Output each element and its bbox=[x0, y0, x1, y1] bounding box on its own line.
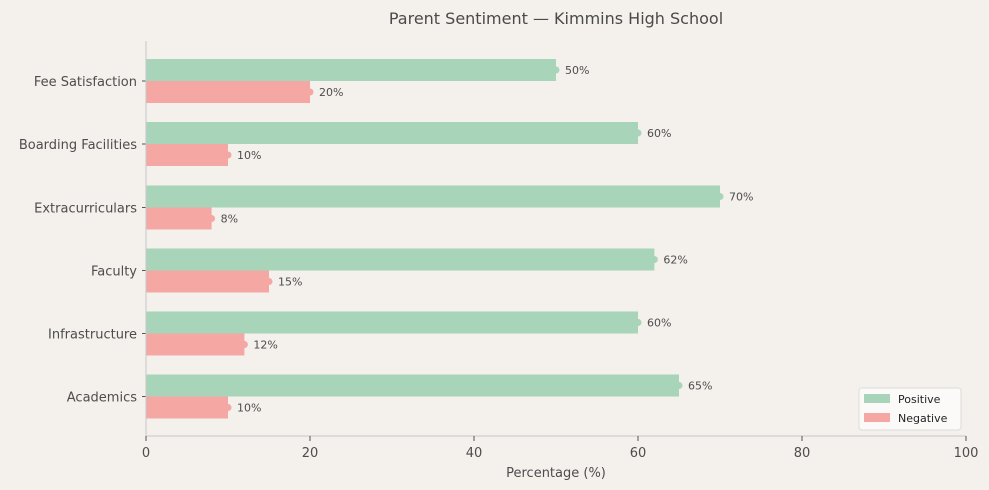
bar-end-marker bbox=[716, 193, 724, 200]
bar-positive bbox=[146, 248, 655, 271]
bar-positive bbox=[146, 122, 638, 144]
legend-label-positive: Positive bbox=[898, 393, 941, 406]
category-label: Academics bbox=[67, 391, 137, 406]
bar-negative bbox=[146, 207, 212, 230]
bar-end-marker bbox=[306, 88, 314, 96]
category-group: Fee Satisfaction 50% 20% bbox=[34, 59, 589, 103]
value-label: 65% bbox=[688, 380, 712, 393]
x-axis-ticks: 0 20 40 60 80 100 bbox=[142, 436, 979, 461]
value-label: 62% bbox=[663, 254, 687, 267]
bar-end-marker bbox=[224, 151, 232, 159]
x-tick-label: 100 bbox=[954, 446, 979, 461]
bar-end-marker bbox=[675, 382, 683, 389]
legend-swatch-positive bbox=[864, 394, 890, 403]
value-label: 8% bbox=[221, 213, 238, 226]
bar-end-marker bbox=[240, 341, 248, 348]
category-label: Fee Satisfaction bbox=[34, 75, 137, 90]
bar-end-marker bbox=[224, 404, 232, 411]
category-label: Infrastructure bbox=[48, 328, 137, 343]
category-group: Faculty 62% 15% bbox=[91, 248, 688, 293]
legend-swatch-negative bbox=[864, 413, 890, 422]
category-group: Academics 65% 10% bbox=[67, 374, 712, 419]
category-group: Extracurriculars 70% 8% bbox=[34, 185, 753, 230]
bar-end-marker bbox=[634, 129, 642, 137]
value-label: 12% bbox=[253, 339, 277, 352]
bar-positive bbox=[146, 59, 556, 81]
bar-negative bbox=[146, 270, 269, 293]
value-label: 15% bbox=[278, 276, 302, 289]
bar-negative bbox=[146, 81, 310, 103]
legend-label-negative: Negative bbox=[898, 412, 948, 425]
value-label: 60% bbox=[647, 127, 671, 140]
category-group: Boarding Facilities 60% 10% bbox=[19, 122, 671, 166]
value-label: 10% bbox=[237, 149, 261, 162]
bar-end-marker bbox=[552, 66, 560, 74]
category-label: Faculty bbox=[91, 265, 137, 280]
bar-end-marker bbox=[265, 278, 273, 285]
value-label: 60% bbox=[647, 317, 671, 330]
x-axis-title: Percentage (%) bbox=[506, 466, 606, 481]
chart-title: Parent Sentiment — Kimmins High School bbox=[389, 9, 723, 28]
bar-positive bbox=[146, 185, 720, 208]
legend: Positive Negative bbox=[858, 387, 962, 431]
bar-negative bbox=[146, 144, 228, 166]
bar-end-marker bbox=[650, 256, 658, 263]
category-label: Boarding Facilities bbox=[19, 138, 137, 153]
value-label: 20% bbox=[319, 86, 343, 99]
bar-positive bbox=[146, 374, 679, 397]
x-tick-label: 0 bbox=[142, 446, 150, 461]
plot-area: Fee Satisfaction 50% 20% Boarding Facilitie… bbox=[19, 59, 753, 419]
category-label: Extracurriculars bbox=[34, 202, 137, 217]
x-tick-label: 20 bbox=[302, 446, 319, 461]
bar-negative bbox=[146, 396, 228, 419]
category-group: Infrastructure 60% 12% bbox=[48, 311, 671, 356]
x-tick-label: 60 bbox=[630, 446, 647, 461]
bar-positive bbox=[146, 311, 638, 334]
value-label: 50% bbox=[565, 64, 589, 77]
bar-end-marker bbox=[208, 215, 216, 222]
bar-end-marker bbox=[634, 319, 642, 326]
value-label: 10% bbox=[237, 402, 261, 415]
bar-negative bbox=[146, 333, 245, 356]
x-tick-label: 80 bbox=[794, 446, 811, 461]
value-label: 70% bbox=[729, 191, 753, 204]
x-tick-label: 40 bbox=[466, 446, 483, 461]
